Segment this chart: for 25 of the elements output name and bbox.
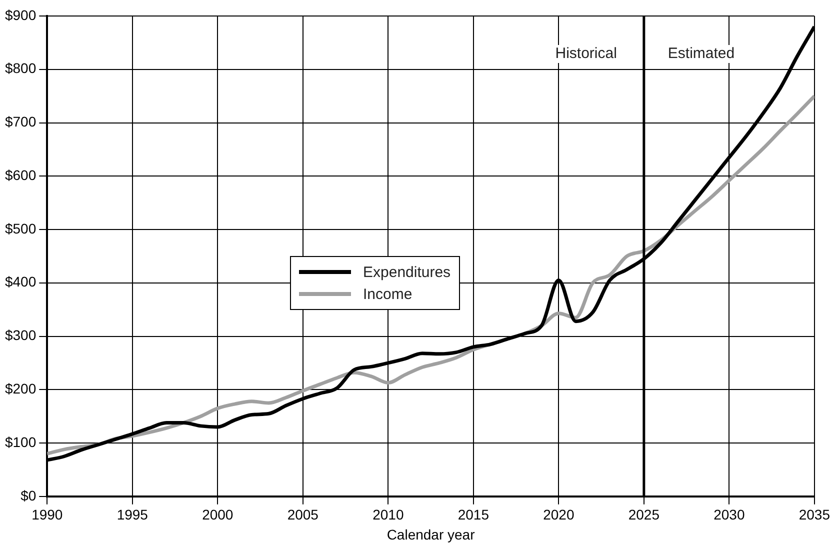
y-tick-label: $0 <box>20 487 36 504</box>
annotation: Estimated <box>668 45 735 62</box>
y-tick-label: $800 <box>4 60 36 76</box>
y-tick-label: $200 <box>4 380 36 397</box>
x-tick-label: 2020 <box>543 506 574 523</box>
x-tick-label: 2005 <box>287 506 319 523</box>
y-tick-label: $600 <box>4 166 36 183</box>
y-tick-label: $700 <box>4 114 36 130</box>
x-tick-label: 2035 <box>798 506 830 523</box>
y-tick-label: $400 <box>4 274 36 290</box>
x-tick-label: 1995 <box>116 506 148 523</box>
x-tick-label: 2010 <box>372 506 404 523</box>
x-axis-title: Calendar year <box>386 526 476 542</box>
legend-label: Expenditures <box>363 264 451 280</box>
annotation: Historical <box>555 45 617 62</box>
legend-label: Income <box>363 286 412 302</box>
x-tick-label: 2025 <box>628 506 660 523</box>
x-tick-label: 2000 <box>202 506 234 523</box>
y-tick-label: $900 <box>4 6 36 23</box>
x-tick-label: 2030 <box>714 506 745 523</box>
y-tick-label: $300 <box>4 327 36 344</box>
y-tick-label: $500 <box>4 220 36 236</box>
x-tick-label: 1990 <box>32 506 63 523</box>
y-tick-label: $100 <box>4 434 36 450</box>
x-tick-label: 2015 <box>458 506 490 523</box>
